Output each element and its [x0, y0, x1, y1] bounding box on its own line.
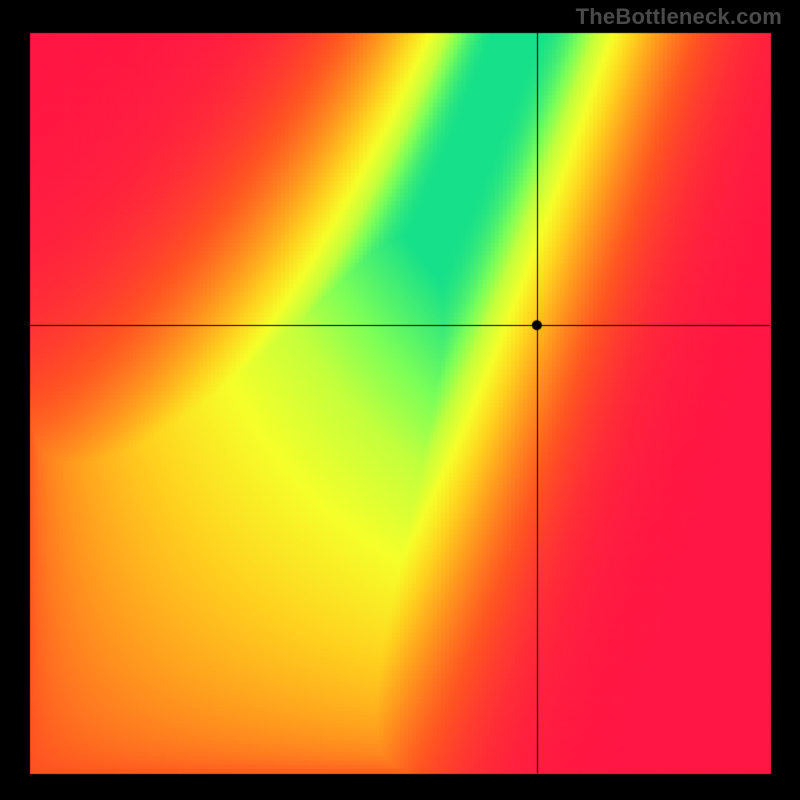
bottleneck-heatmap: [0, 0, 800, 800]
watermark-text: TheBottleneck.com: [576, 4, 782, 30]
chart-container: TheBottleneck.com: [0, 0, 800, 800]
